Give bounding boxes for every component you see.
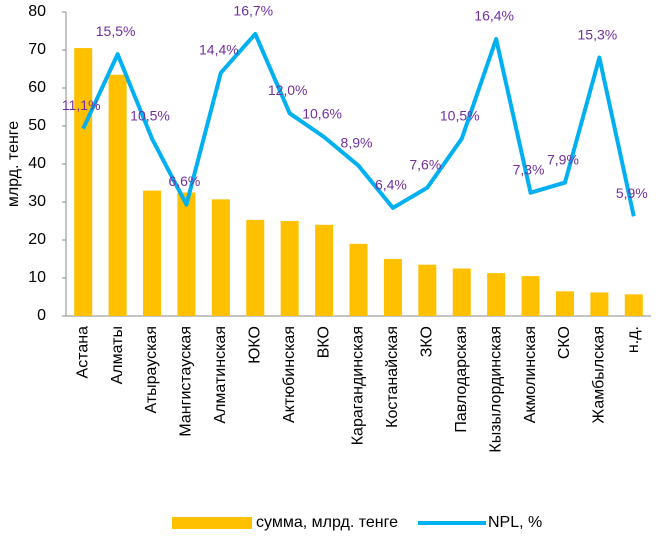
data-label: 7,6% (409, 156, 441, 172)
line (81, 31, 636, 217)
y-tick-label: 50 (28, 117, 46, 134)
data-label: 6,6% (168, 173, 200, 189)
x-tick-label: Алматинская (212, 326, 229, 424)
data-label: 7,3% (513, 161, 545, 177)
data-label: 10,5% (130, 107, 170, 123)
data-label: 15,3% (578, 26, 618, 42)
x-tick-label: Жамбылская (591, 326, 608, 424)
bar (74, 48, 93, 316)
y-tick-label: 30 (28, 193, 46, 210)
data-label: 10,5% (440, 107, 480, 123)
data-label: 7,9% (547, 151, 579, 167)
bar (383, 259, 402, 316)
x-tick-label: Карагандинская (350, 326, 367, 445)
y-tick-label: 0 (37, 307, 46, 324)
y-tick-label: 80 (28, 3, 46, 20)
bar (280, 221, 299, 316)
x-tick-label: Алматы (109, 326, 126, 384)
x-tick-label: Атырауская (143, 326, 160, 414)
data-label: 14,4% (199, 42, 239, 58)
y-tick-label: 60 (28, 79, 46, 96)
x-tick-label: ВКО (315, 326, 332, 358)
data-label: 11,1% (62, 97, 101, 113)
bar (246, 219, 265, 316)
bar (624, 294, 643, 316)
data-label: 8,9% (341, 134, 373, 150)
bar (521, 276, 540, 316)
x-tick-label: ЗКО (419, 326, 436, 357)
x-tick-label: СКО (556, 326, 573, 359)
x-tick-label: Костанайская (384, 326, 401, 428)
x-tick-label: Кызылординская (487, 326, 504, 453)
bar (108, 74, 127, 316)
x-tick-label: Павлодарская (453, 326, 470, 433)
x-tick-label: Актюбинская (281, 326, 298, 423)
bar (590, 292, 609, 316)
y-tick-label: 10 (28, 269, 46, 286)
bar (452, 268, 471, 316)
legend-label: сумма, млрд. тенге (256, 514, 398, 531)
data-label: 10,6% (302, 106, 342, 122)
x-tick-label: Мангистауская (178, 326, 195, 437)
legend-label: NPL, % (488, 514, 542, 531)
bar (349, 243, 368, 316)
bar (211, 199, 230, 316)
y-axis-label: млрд. тенге (5, 121, 22, 207)
bar (143, 190, 162, 316)
bar (487, 273, 506, 316)
x-tick-label: н.д. (625, 326, 642, 353)
bar (555, 291, 574, 316)
x-tick-label: Астана (74, 326, 91, 379)
data-label: 16,4% (474, 8, 514, 24)
x-tick-label: Акмолинская (522, 326, 539, 423)
data-label: 6,4% (375, 177, 407, 193)
data-label: 16,7% (233, 3, 273, 19)
data-label: 5,9% (616, 185, 648, 201)
y-tick-label: 20 (28, 231, 46, 248)
legend-swatch (172, 517, 252, 529)
y-tick-label: 70 (28, 41, 46, 58)
bar (177, 192, 196, 316)
x-tick-label: ЮКО (246, 326, 263, 364)
data-label: 15,5% (96, 23, 136, 39)
bar (315, 224, 334, 316)
y-tick-label: 40 (28, 155, 46, 172)
data-label: 12,0% (268, 82, 308, 98)
bar (418, 264, 437, 316)
